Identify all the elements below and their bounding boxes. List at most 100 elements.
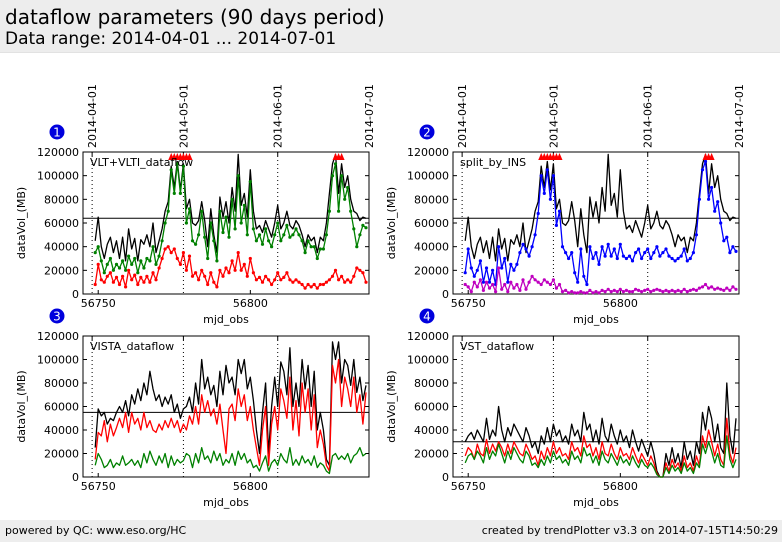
data-point: [291, 233, 295, 237]
panel-number: 1: [53, 126, 61, 140]
series-2: [94, 358, 367, 472]
chart-title: VISTA_dataflow: [90, 340, 174, 353]
data-point: [254, 239, 258, 243]
data-point: [163, 247, 167, 251]
data-point: [560, 290, 565, 294]
data-point: [548, 197, 553, 201]
data-point: [242, 203, 246, 207]
data-point: [533, 233, 537, 237]
data-point: [734, 287, 738, 291]
data-point: [688, 256, 692, 261]
data-point: [694, 233, 699, 237]
data-point: [640, 290, 644, 294]
y-tick-label: 40000: [44, 424, 79, 437]
y-tick-label: 60000: [44, 217, 79, 230]
data-point: [491, 268, 495, 272]
series-line: [464, 435, 737, 478]
data-point: [215, 259, 219, 263]
data-point: [99, 278, 103, 282]
footer-created-by: created by trendPlotter v3.3 on 2014-07-…: [481, 524, 778, 537]
data-point: [251, 227, 255, 231]
y-tick-label: 120000: [407, 146, 449, 159]
data-point: [585, 282, 589, 287]
data-point: [661, 251, 665, 255]
date-tick-label: 2014-05-01: [177, 84, 190, 148]
data-point: [716, 286, 720, 290]
data-point: [124, 285, 128, 289]
data-point: [160, 239, 164, 243]
data-point: [521, 278, 525, 282]
data-point: [230, 259, 234, 263]
data-point: [346, 278, 350, 282]
data-point: [102, 280, 106, 284]
y-axis-label: dataVol_(MB): [385, 187, 398, 259]
y-axis-label: dataVol_(MB): [15, 370, 28, 442]
y-tick-label: 20000: [414, 264, 449, 277]
series-line: [94, 358, 367, 472]
data-point: [245, 233, 249, 237]
chart-panel-1: 0 20000 40000 60000 80000 100000 120000 56750 56…: [15, 84, 376, 326]
data-point: [127, 254, 131, 258]
data-point: [178, 262, 182, 266]
data-point: [254, 278, 258, 282]
data-point: [160, 256, 164, 261]
data-point: [491, 282, 495, 287]
data-point: [324, 280, 328, 284]
y-tick-label: 120000: [407, 330, 449, 343]
data-point: [597, 291, 601, 295]
data-point: [707, 197, 711, 201]
data-point: [187, 207, 192, 211]
data-point: [276, 271, 280, 275]
data-point: [145, 274, 149, 278]
data-point: [579, 247, 583, 251]
data-point: [309, 285, 313, 289]
data-point: [685, 290, 689, 294]
data-point: [646, 287, 650, 291]
data-point: [337, 209, 341, 213]
data-point: [337, 278, 341, 282]
y-tick-label: 60000: [414, 401, 449, 414]
data-point: [612, 247, 616, 251]
overflow-marker: [186, 153, 193, 160]
data-point: [340, 274, 344, 278]
x-tick-label: 56800: [603, 480, 638, 493]
data-point: [139, 275, 143, 279]
series-2: [464, 417, 737, 478]
data-point: [355, 266, 359, 270]
data-point: [239, 268, 243, 272]
data-point: [93, 251, 97, 255]
data-point: [343, 197, 347, 201]
data-point: [682, 247, 686, 251]
data-point: [731, 285, 735, 289]
series-line: [464, 417, 737, 478]
data-point: [206, 256, 210, 261]
chart-title: VLT+VLTI_dataflow: [90, 156, 193, 169]
data-point: [248, 180, 252, 184]
data-point: [142, 266, 146, 270]
data-point: [609, 290, 613, 294]
data-point: [273, 233, 277, 237]
series-line: [464, 382, 737, 478]
data-point: [139, 259, 143, 263]
data-point: [194, 242, 198, 246]
data-point: [355, 245, 359, 249]
y-tick-label: 100000: [407, 354, 449, 367]
data-point: [105, 274, 109, 278]
data-point: [539, 174, 543, 178]
data-point: [545, 280, 549, 284]
data-point: [509, 262, 513, 266]
data-point: [691, 287, 696, 291]
data-point: [643, 251, 647, 255]
date-tick-label: 2014-04-01: [86, 84, 99, 148]
date-tick-label: 2014-07-01: [733, 84, 746, 148]
x-axis-label: mjd_obs: [203, 496, 249, 509]
data-point: [475, 268, 479, 272]
data-point: [318, 282, 322, 287]
data-point: [646, 247, 650, 251]
data-point: [609, 254, 613, 258]
y-tick-label: 80000: [414, 193, 449, 206]
y-tick-label: 40000: [414, 424, 449, 437]
data-point: [154, 278, 158, 282]
data-point: [200, 209, 204, 213]
data-point: [203, 274, 207, 278]
